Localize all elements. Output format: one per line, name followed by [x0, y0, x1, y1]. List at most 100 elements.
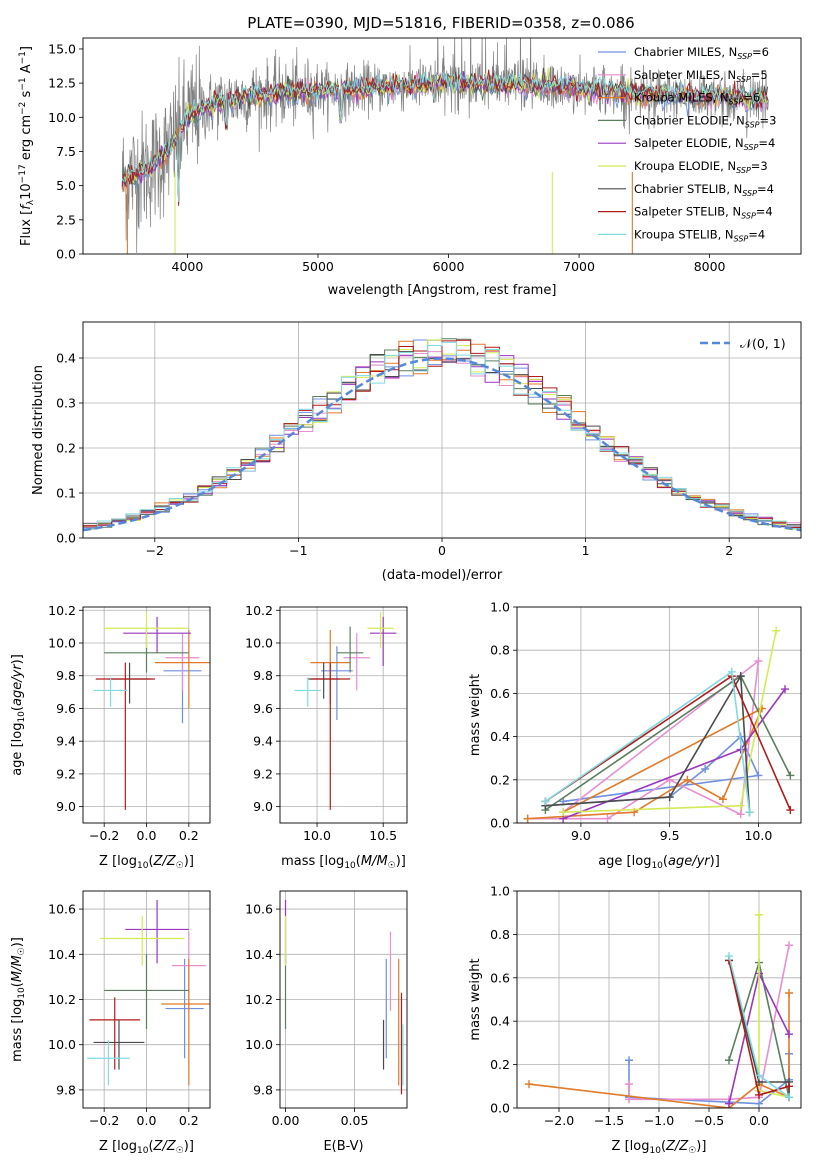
y-tick-label: 0.4 [56, 351, 76, 366]
x-tick-label: −1.5 [594, 1113, 624, 1128]
y-tick-label: 0.0 [56, 247, 76, 262]
marker-kroupa_miles [683, 775, 692, 784]
plot-area-weight_vs_age [523, 626, 795, 823]
x-axis-label: Z [log10(Z/Z☉)] [612, 1139, 707, 1156]
y-tick-label: 9.8 [253, 1082, 273, 1097]
y-tick-label: 0.4 [490, 1014, 510, 1029]
x-tick-label: 0.2 [179, 1113, 199, 1128]
x-tick-label: −0.2 [89, 828, 119, 843]
y-axis-label: mass [log10(M/M☉)] [10, 937, 27, 1062]
model-spectrum-kroupa_stelib [121, 71, 768, 203]
x-tick-label: 0.0 [749, 1113, 769, 1128]
y-tick-label: 9.0 [56, 799, 76, 814]
x-tick-label: 9.5 [660, 828, 680, 843]
marker-kroupa_stelib [727, 667, 736, 676]
x-axis-label: Z [log10(Z/Z☉)] [99, 854, 194, 871]
x-axis-label: age [log10(age/yr)] [598, 854, 720, 871]
x-axis-label: E(B-V) [323, 1139, 363, 1154]
y-tick-label: 9.8 [56, 668, 76, 683]
y-tick-label: 9.4 [253, 734, 273, 749]
marker-kroupa_miles [718, 795, 727, 804]
series-kroupa_miles [527, 706, 764, 820]
axes-frame [516, 606, 802, 824]
y-tick-label: 0.0 [490, 1101, 510, 1116]
legend-entry: Chabrier STELIB, NSSP=4 [634, 182, 774, 198]
y-tick-label: 10.2 [48, 603, 76, 618]
series-kroupa_elodie [758, 914, 790, 1098]
y-tick-label: 0.3 [56, 396, 76, 411]
panel-mass_vs_ebv: 0.00 0.05 9.8 10.0 10.2 10.4 10.6 E(B-V) [245, 890, 408, 1154]
panel-mass_vs_Z: −0.2 0.0 0.2 9.8 10.0 10.2 10.4 10.6 Z [log10(Z/… [10, 890, 211, 1156]
series-chabrier_stelib [545, 673, 751, 813]
y-tick-label: 9.2 [56, 766, 76, 781]
marker-salpeter_miles [625, 1080, 633, 1089]
y-tick-label: 10.2 [48, 992, 76, 1007]
y-tick-label: 9.6 [253, 701, 273, 716]
plot-area-spectrum [121, 38, 769, 254]
x-tick-label: 10.0 [744, 828, 772, 843]
y-axis-label: mass weight [468, 958, 483, 1040]
marker-kroupa_miles [785, 988, 793, 997]
marker-salpeter_miles [736, 810, 745, 819]
y-tick-label: 9.8 [253, 668, 273, 683]
x-tick-label: 6000 [433, 259, 465, 274]
plot-area-residuals [83, 338, 801, 538]
y-tick-label: 10.6 [245, 902, 273, 917]
marker-chabrier_stelib [665, 793, 674, 802]
x-tick-label: 5000 [302, 259, 334, 274]
x-tick-label: 10.5 [369, 828, 397, 843]
y-tick-label: 10.0 [245, 1037, 273, 1052]
x-tick-label: −1.0 [644, 1113, 674, 1128]
y-tick-label: 10.2 [245, 603, 273, 618]
y-tick-label: 10.4 [245, 947, 273, 962]
y-axis-label: age [log10(age/yr)] [10, 654, 27, 776]
y-tick-label: 10.0 [48, 110, 76, 125]
marker-kroupa_elodie [772, 626, 781, 635]
marker-salpeter_stelib [785, 1082, 793, 1091]
marker-kroupa_miles [523, 814, 532, 823]
legend-entry: Kroupa ELODIE, NSSP=3 [634, 159, 768, 175]
x-tick-label: −2.0 [544, 1113, 574, 1128]
marker-kroupa_elodie [559, 808, 568, 817]
y-tick-label: 1.0 [490, 884, 510, 899]
x-tick-label: 10.0 [303, 828, 331, 843]
x-axis-label: wavelength [Angstrom, rest frame] [328, 283, 557, 298]
legend-entry: Kroupa STELIB, NSSP=4 [634, 227, 765, 243]
y-tick-label: 0.0 [56, 531, 76, 546]
x-tick-label: 7000 [563, 259, 595, 274]
x-axis-label: (data-model)/error [382, 568, 503, 583]
marker-kroupa_stelib [541, 797, 550, 806]
x-tick-label: −0.2 [89, 1113, 119, 1128]
legend-entry: Kroupa MILES, NSSP=6 [634, 91, 760, 107]
marker-chabrier_miles [625, 1056, 633, 1065]
series-kroupa_stelib [544, 670, 751, 813]
y-tick-label: 9.4 [56, 734, 76, 749]
x-tick-label: 2 [725, 543, 733, 558]
marker-salpeter_stelib [755, 1090, 763, 1099]
panel-age_vs_Z: −0.2 0.0 0.2 9.0 9.2 9.4 9.6 9.8 10.0 10.2 Z [log1… [10, 603, 211, 871]
panel-residuals: −2 −1 0 1 2 0.0 0.1 0.2 0.3 0.4 (data-model)/error… [31, 321, 802, 583]
axes-frame [279, 606, 408, 824]
legend-entry: Salpeter STELIB, NSSP=4 [634, 205, 773, 221]
y-tick-label: 0.4 [490, 729, 510, 744]
marker-salpeter_miles [603, 814, 612, 823]
y-tick-label: 10.6 [48, 902, 76, 917]
axes-frame [82, 321, 802, 539]
x-tick-label: 0.0 [137, 1113, 157, 1128]
x-axis-label: mass [log10(M/M☉)] [281, 854, 406, 871]
x-tick-label: 0.00 [272, 1113, 300, 1128]
y-tick-label: 0.2 [490, 772, 510, 787]
y-tick-label: 10.0 [48, 636, 76, 651]
x-tick-label: 4000 [172, 259, 204, 274]
panel-weight_vs_Z: −2.0 −1.5 −1.0 −0.5 0.0 0.0 0.2 0.4 0.6 0.8 1.0 Z [… [468, 884, 802, 1156]
legend-entry: Chabrier MILES, NSSP=6 [634, 45, 769, 61]
normal-curve [83, 357, 801, 532]
y-tick-label: 10.2 [245, 992, 273, 1007]
marker-kroupa_stelib [745, 808, 754, 817]
marker-salpeter_elodie [785, 1030, 793, 1039]
marker-salpeter_elodie [781, 685, 790, 694]
panel-age_vs_mass: 10.0 10.5 9.0 9.2 9.4 9.6 9.8 10.0 10.2 mass [log… [245, 603, 408, 871]
x-axis-label: Z [log10(Z/Z☉)] [99, 1139, 194, 1156]
y-tick-label: 10.4 [48, 947, 76, 962]
